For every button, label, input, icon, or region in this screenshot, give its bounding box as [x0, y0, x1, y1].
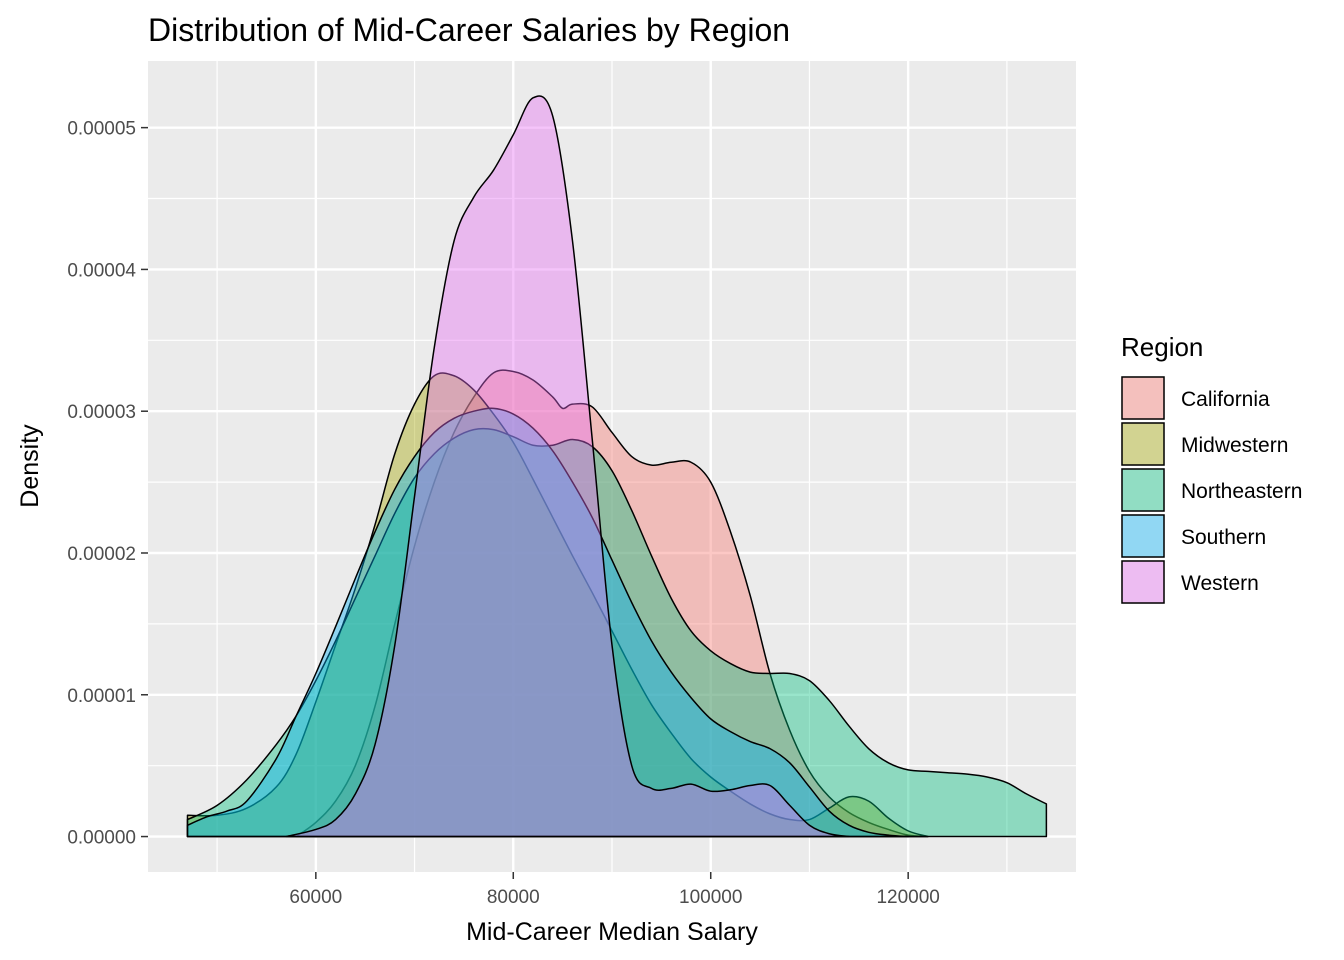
x-tick-label: 120000 — [876, 887, 939, 908]
legend-label-western: Western — [1181, 572, 1259, 595]
grid-minor — [148, 61, 1076, 872]
x-axis: 60000 80000 100000 120000 — [289, 872, 940, 908]
y-tick-label: 0.00005 — [67, 119, 136, 140]
density-area-southern — [186, 407, 909, 838]
x-tick-label: 100000 — [679, 887, 742, 908]
legend-label-northeastern: Northeastern — [1181, 480, 1302, 503]
x-tick-label: 80000 — [487, 887, 540, 908]
x-axis-title: Mid-Career Median Salary — [466, 918, 758, 946]
y-tick-label: 0.00002 — [67, 544, 136, 565]
y-tick-label: 0.00001 — [67, 686, 136, 707]
legend-swatch-western — [1121, 560, 1165, 604]
legend-swatch-california — [1121, 376, 1165, 420]
density-area-midwestern — [186, 372, 929, 838]
y-tick-label: 0.00003 — [67, 402, 136, 423]
legend-swatch-midwestern — [1121, 422, 1165, 466]
chart-title: Distribution of Mid-Career Salaries by R… — [148, 12, 790, 48]
legend-label-southern: Southern — [1181, 526, 1266, 549]
legend-key-background — [1121, 514, 1165, 558]
legend-title: Region — [1121, 332, 1203, 362]
legend-swatch-northeastern — [1121, 468, 1165, 512]
legend: Region California Midwestern Northeastern S… — [1121, 332, 1302, 604]
legend-label-california: California — [1181, 388, 1270, 411]
legend-key-background — [1121, 468, 1165, 512]
legend-key-background — [1121, 422, 1165, 466]
legend-label-midwestern: Midwestern — [1181, 434, 1288, 457]
density-area-northeastern — [186, 427, 1048, 838]
legend-key-background — [1121, 376, 1165, 420]
x-tick-label: 60000 — [289, 887, 342, 908]
legend-swatch-southern — [1121, 514, 1165, 558]
density-area-western — [285, 95, 850, 838]
y-tick-label: 0.00004 — [67, 260, 136, 281]
legend-key-background — [1121, 560, 1165, 604]
y-axis-title: Density — [16, 424, 44, 508]
y-tick-label: 0.00000 — [67, 828, 136, 849]
y-axis: 0.00000 0.00001 0.00002 0.00003 0.00004 0.000… — [67, 119, 148, 849]
density-areas — [186, 95, 1048, 838]
